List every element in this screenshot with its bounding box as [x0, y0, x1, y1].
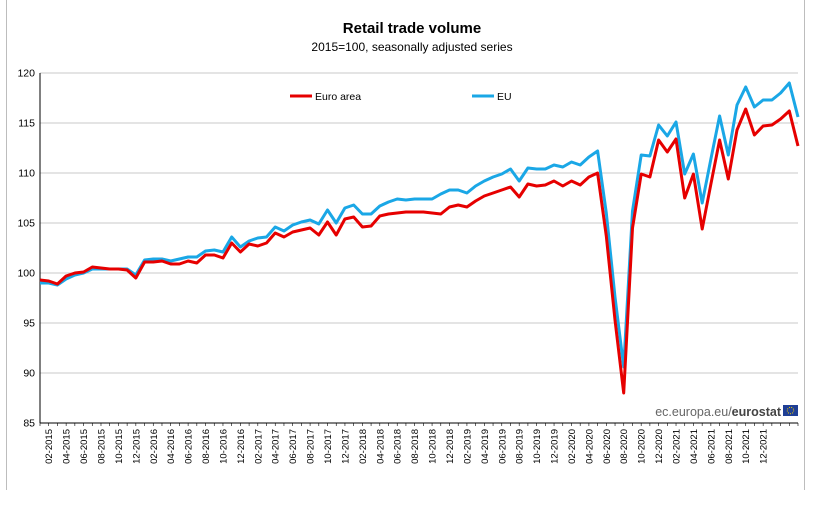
legend-label-euro-area: Euro area: [315, 91, 361, 103]
y-tick-label: 95: [23, 318, 35, 330]
x-axis: 02-2015 04-2015 06-2015 08-2015 10-2015 12-20…: [39, 73, 799, 464]
x-tick-label: 04-2021: [689, 429, 700, 464]
x-tick-label: 04-2018: [375, 429, 386, 464]
x-tick-label: 06-2016: [184, 429, 195, 464]
gridlines: [40, 72, 798, 424]
x-tick-label: 10-2019: [532, 429, 543, 464]
x-tick-label: 12-2018: [445, 429, 456, 464]
y-tick-label: 100: [17, 268, 35, 280]
x-tick-label: 04-2015: [62, 429, 73, 464]
source-brand: eurostat: [732, 405, 782, 419]
y-tick-label: 90: [23, 368, 35, 380]
x-tick-label: 04-2017: [271, 429, 282, 464]
x-tick-label: 12-2021: [759, 429, 770, 464]
x-tick-label: 12-2017: [340, 429, 351, 464]
x-tick-label: 02-2017: [253, 429, 264, 464]
x-tick-label: 06-2015: [79, 429, 90, 464]
y-tick-label: 120: [17, 68, 35, 80]
x-tick-label: 06-2019: [497, 429, 508, 464]
legend: Euro area EU: [290, 91, 512, 103]
x-tick-label: 08-2017: [306, 429, 317, 464]
x-tick-label: 02-2019: [462, 429, 473, 464]
x-tick-label: 08-2016: [201, 429, 212, 464]
x-tick-label: 12-2019: [550, 429, 561, 464]
x-tick-label: 10-2018: [428, 429, 439, 464]
x-tick-label: 02-2018: [358, 429, 369, 464]
x-tick-label: 04-2020: [584, 429, 595, 464]
x-tick-label: 12-2016: [236, 429, 247, 464]
series-lines: [39, 81, 800, 395]
chart-title: Retail trade volume: [343, 20, 481, 37]
x-tick-label: 06-2017: [288, 429, 299, 464]
y-tick-label: 110: [18, 168, 35, 180]
x-tick-label: 02-2015: [44, 429, 55, 464]
x-tick-label: 02-2021: [672, 429, 683, 464]
x-tick-label: 06-2020: [602, 429, 613, 464]
y-tick-label: 105: [17, 218, 35, 230]
x-tick-label: 10-2020: [637, 429, 648, 464]
x-tick-label: 06-2021: [706, 429, 717, 464]
frame-left-border: [6, 0, 7, 490]
eu-flag-icon: [783, 405, 798, 416]
x-tick-label: 10-2021: [741, 429, 752, 464]
x-tick-label: 08-2020: [619, 429, 630, 464]
y-axis-ticks: 85 90 95 100 105 110 115 120: [17, 68, 35, 430]
source-credit: ec.europa.eu/eurostat: [655, 405, 798, 419]
x-tick-label: 08-2021: [724, 429, 735, 464]
x-tick-label: 08-2019: [515, 429, 526, 464]
x-tick-label: 12-2015: [131, 429, 142, 464]
series-line-euro-area: [39, 107, 800, 395]
source-text: ec.europa.eu/eurostat: [655, 405, 782, 419]
legend-label-eu: EU: [497, 91, 512, 103]
x-tick-label: 06-2018: [393, 429, 404, 464]
x-tick-label: 04-2019: [480, 429, 491, 464]
frame-right-border: [804, 0, 805, 490]
x-tick-label: 10-2016: [218, 429, 229, 464]
x-tick-label: 08-2015: [96, 429, 107, 464]
series-line-eu: [40, 81, 800, 369]
x-tick-label: 02-2016: [149, 429, 160, 464]
x-tick-label: 02-2020: [567, 429, 578, 464]
y-tick-label: 115: [18, 118, 35, 130]
x-tick-label: 12-2020: [654, 429, 665, 464]
x-tick-label: 10-2015: [114, 429, 125, 464]
x-tick-label: 10-2017: [323, 429, 334, 464]
source-prefix: ec.europa.eu/: [655, 405, 732, 419]
x-tick-label: 08-2018: [410, 429, 421, 464]
chart-subtitle: 2015=100, seasonally adjusted series: [311, 40, 512, 54]
x-tick-label: 04-2016: [166, 429, 177, 464]
y-tick-label: 85: [23, 418, 35, 430]
